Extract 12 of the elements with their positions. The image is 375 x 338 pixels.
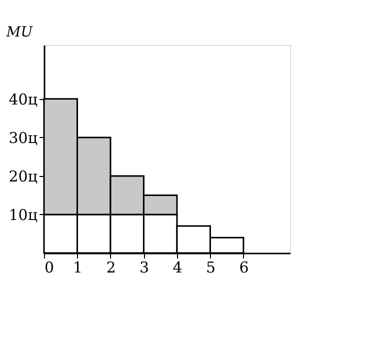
x-tick-label: 4 bbox=[172, 258, 182, 276]
y-axis-title: MU bbox=[5, 24, 34, 40]
x-tick-label: 6 bbox=[239, 258, 249, 276]
x-tick-label: 1 bbox=[72, 258, 83, 276]
y-tick-label: 30ц bbox=[8, 128, 38, 147]
x-tick-label: 2 bbox=[106, 258, 116, 276]
x-tick-label: 3 bbox=[139, 258, 150, 276]
y-tick-label: 40ц bbox=[8, 90, 38, 108]
x-tick-label: 5 bbox=[206, 258, 216, 276]
y-tick-label: 10ц bbox=[8, 206, 38, 224]
x-tick-label: 0 bbox=[44, 258, 54, 276]
y-tick-label: 20ц bbox=[8, 167, 38, 186]
